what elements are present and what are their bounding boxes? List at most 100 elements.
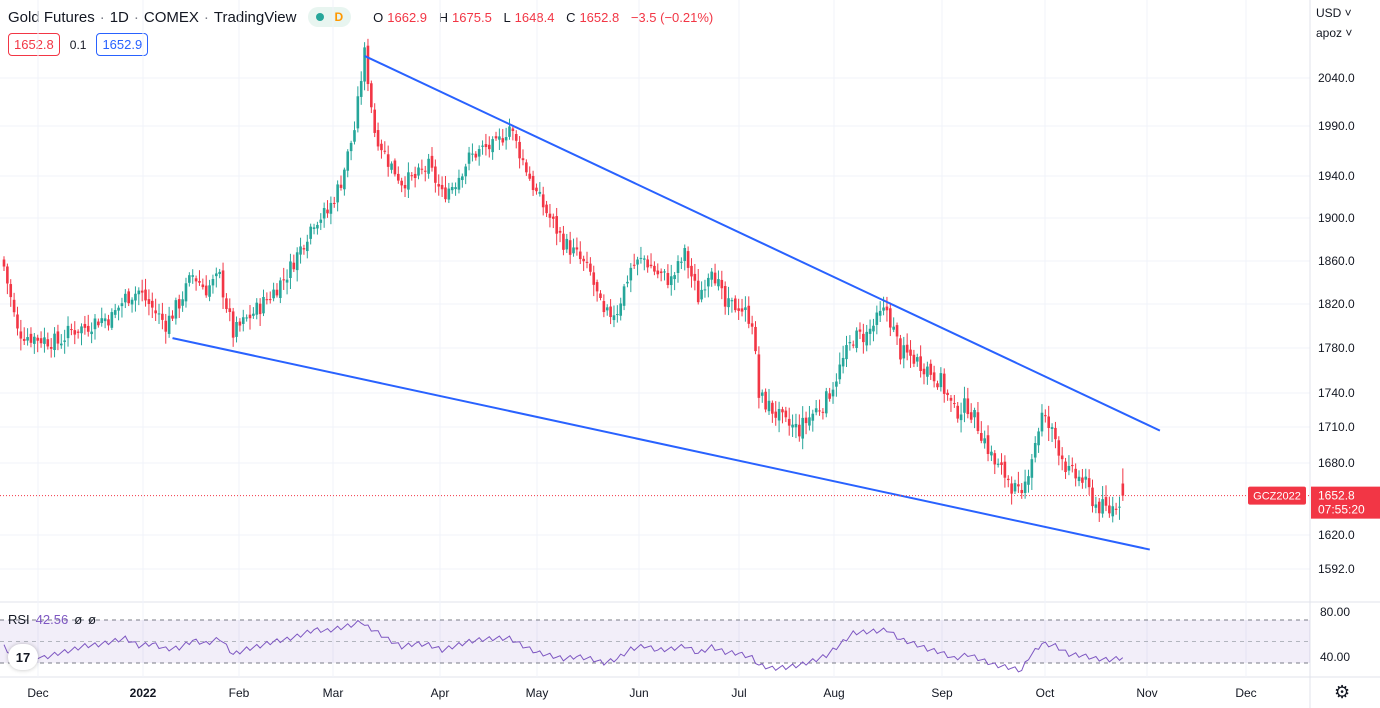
candle-body (548, 213, 552, 218)
time-tick-label: May (526, 686, 549, 700)
candle-body (909, 349, 912, 356)
chart-legend: Gold Futures · 1D · COMEX · TradingView … (8, 6, 717, 28)
candle-body (1094, 504, 1098, 508)
candle-body (110, 312, 114, 328)
price-tick-label: 1680.0 (1318, 456, 1355, 470)
candle-body (1074, 468, 1077, 479)
sell-price-button[interactable]: 1652.8 (8, 33, 60, 56)
candle-body (936, 383, 939, 388)
candle-body (434, 166, 437, 183)
tradingview-logo[interactable]: 17 (8, 644, 38, 670)
price-tick-label: 1940.0 (1318, 169, 1355, 183)
countdown-timer: 07:55:20 (1318, 503, 1365, 517)
candle-body (400, 180, 403, 186)
candle-body (723, 286, 727, 307)
candle-body (504, 137, 508, 141)
candle-body (622, 286, 626, 306)
candle-body (1101, 499, 1104, 514)
candle-body (993, 453, 997, 465)
candle-body (292, 262, 296, 270)
candle-body (386, 154, 390, 167)
price-tick-label: 1592.0 (1318, 562, 1355, 576)
candle-body (29, 333, 33, 343)
candle-body (359, 81, 363, 97)
candle-body (521, 158, 525, 161)
candle-body (835, 381, 838, 387)
symbol-name[interactable]: Gold Futures (8, 8, 95, 26)
candle-body (717, 279, 720, 287)
tradingview-logo-text: 17 (15, 649, 31, 665)
candle-body (963, 398, 966, 413)
candle-body (851, 344, 855, 346)
candle-body (882, 307, 885, 311)
candle-body (555, 216, 558, 234)
interval-label[interactable]: 1D (109, 8, 129, 26)
time-tick-label: Apr (431, 686, 450, 700)
close-value: 1652.8 (579, 9, 620, 25)
open-label: O (373, 9, 384, 25)
scale-label: apoz (1316, 26, 1343, 40)
candle-body (235, 321, 238, 337)
candle-body (535, 187, 538, 192)
candle-body (363, 47, 366, 82)
price-tag-value: 1652.8 (1318, 489, 1355, 503)
candle-body (464, 166, 467, 177)
candle-body (491, 139, 494, 153)
candle-body (875, 312, 879, 325)
candle-body (693, 273, 697, 281)
currency-selector[interactable]: USD ˅ (1316, 6, 1352, 20)
rsi-label[interactable]: RSI (8, 612, 30, 627)
candle-body (508, 126, 511, 137)
candle-body (309, 226, 312, 239)
candle-body (808, 417, 811, 426)
gear-icon[interactable]: ⚙ (1334, 682, 1351, 702)
candle-body (221, 270, 225, 298)
time-tick-label: Jun (629, 686, 648, 700)
time-tick-label: 2022 (130, 686, 157, 700)
candle-body (602, 301, 606, 313)
candle-body (427, 158, 430, 174)
candle-body (636, 259, 639, 265)
candle-body (639, 257, 643, 259)
candle-body (525, 162, 528, 173)
candle-body (494, 136, 498, 139)
candle-body (777, 408, 781, 421)
candle-body (868, 328, 872, 334)
candle-body (336, 184, 339, 203)
price-axis: 2040.0 1990.0 1940.0 1900.0 1860.0 1820.0 1780… (1318, 71, 1355, 576)
market-status-badge[interactable]: D (308, 7, 352, 27)
candle-body (646, 259, 649, 268)
candle-body (1104, 497, 1108, 506)
candle-body (784, 410, 788, 418)
symbol-tag-text: GCZ2022 (1253, 491, 1301, 503)
candle-body (134, 293, 137, 301)
time-tick-label: Dec (1235, 686, 1256, 700)
candle-body (824, 391, 828, 414)
candle-body (70, 329, 73, 331)
candle-body (545, 204, 548, 214)
candle-body (629, 267, 633, 281)
candle-body (161, 313, 164, 320)
candle-body (771, 402, 774, 414)
candle-body (1010, 483, 1013, 494)
trendlines (0, 55, 1310, 551)
candle-body (184, 283, 188, 302)
candle-body (885, 306, 889, 311)
candle-body (130, 299, 134, 305)
candle-body (814, 408, 818, 413)
candle-body (2, 259, 6, 267)
candle-body (423, 170, 427, 172)
candle-body (926, 366, 929, 377)
candle-body (140, 290, 144, 293)
exchange-label: COMEX (143, 8, 199, 26)
scale-selector[interactable]: apoz ˅ (1316, 26, 1352, 40)
buy-price-button[interactable]: 1652.9 (96, 33, 149, 56)
candle-body (120, 303, 124, 307)
candle-body (730, 300, 734, 302)
candle-body (9, 284, 13, 298)
candle-body (1070, 464, 1074, 467)
candle-body (589, 263, 592, 272)
candle-body (59, 343, 63, 346)
candle-body (295, 252, 299, 271)
